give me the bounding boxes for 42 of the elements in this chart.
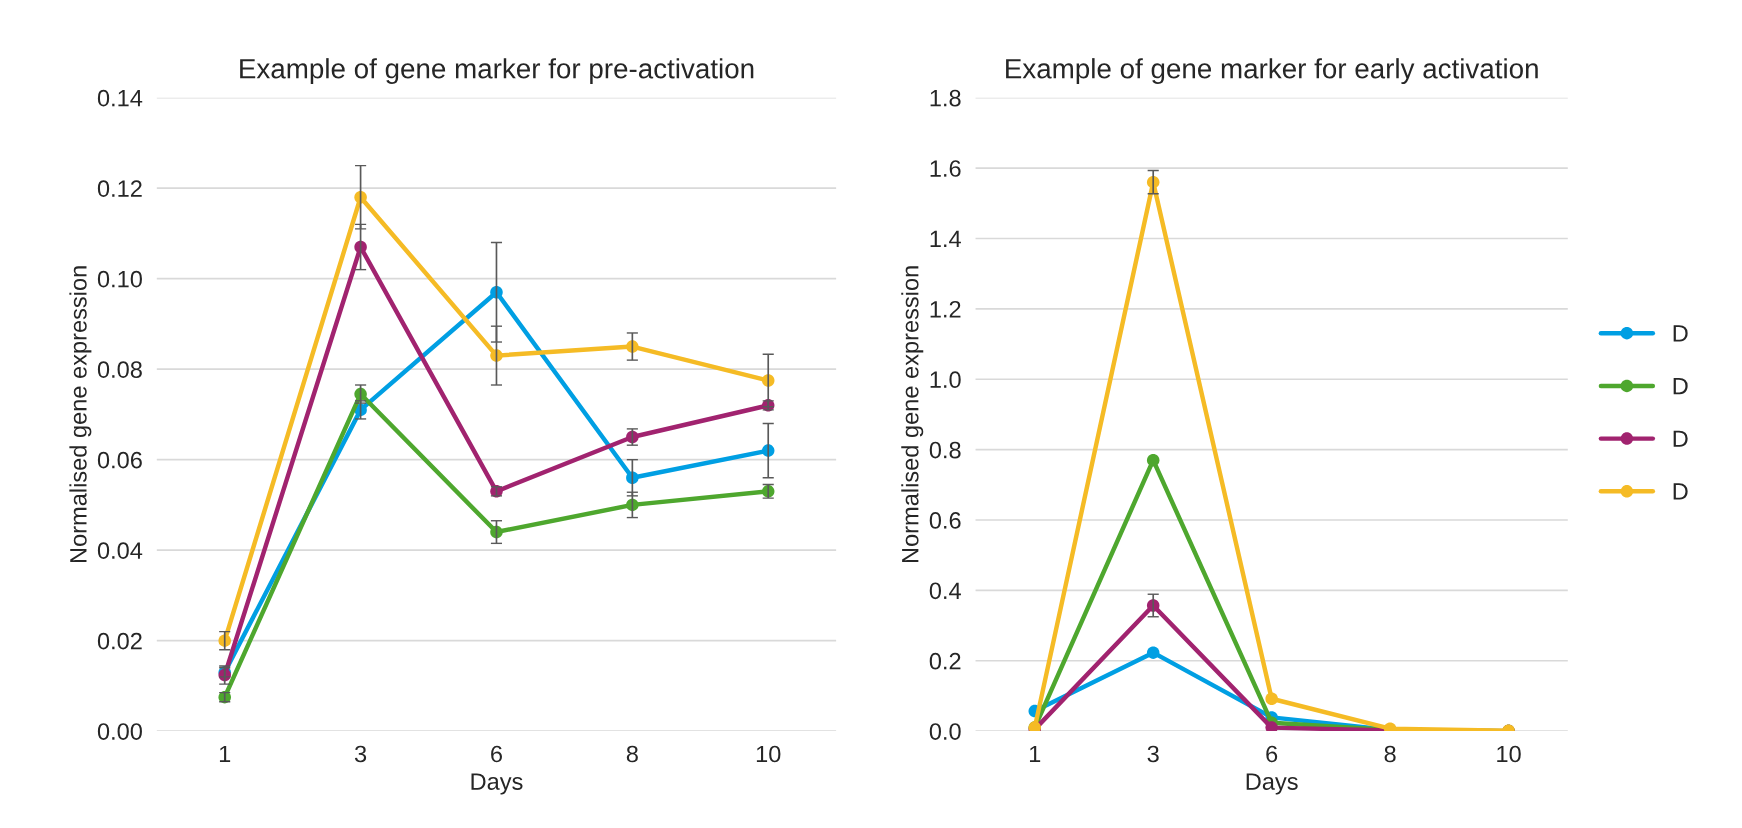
y-tick-label: 0.10 xyxy=(97,270,142,288)
x-tick-label: 6 xyxy=(1266,745,1278,763)
legend-label: D xyxy=(1673,483,1688,500)
y-tick-label: 1.8 xyxy=(930,89,961,107)
y-tick-label: 0.06 xyxy=(97,451,142,469)
y-tick-label: 0.12 xyxy=(97,180,142,197)
x-axis-title: Days xyxy=(471,773,523,795)
y-tick-label: 1.6 xyxy=(930,160,961,177)
y-tick-label: 0.0 xyxy=(929,723,961,740)
x-tick-label: 3 xyxy=(354,745,367,763)
legend-label: D xyxy=(1673,377,1688,395)
point xyxy=(1265,721,1278,732)
y-tick-label: 0.2 xyxy=(929,652,961,670)
legend-label: D xyxy=(1673,430,1688,447)
y-tick-label: 0.00 xyxy=(97,723,142,740)
y-tick-label: 0.04 xyxy=(97,542,143,559)
y-tick-label: 1.0 xyxy=(930,371,961,389)
y-tick-label: 0.02 xyxy=(97,632,142,650)
y-tick-label: 0.14 xyxy=(97,89,143,107)
x-tick-label: 10 xyxy=(756,745,781,763)
x-tick-label: 8 xyxy=(626,745,638,763)
x-tick-label: 6 xyxy=(491,745,502,763)
legend-label: D xyxy=(1673,325,1688,342)
chart-title: Example of gene marker for pre-activation xyxy=(240,58,754,85)
chart-title: Example of gene marker for early activation xyxy=(1006,58,1538,85)
y-tick-label: 0.6 xyxy=(929,512,961,529)
x-tick-label: 1 xyxy=(219,745,231,763)
y-tick-label: 1.2 xyxy=(930,300,961,318)
y-axis-title: Normalised gene expression xyxy=(901,266,924,563)
x-tick-label: 1 xyxy=(1029,745,1041,763)
y-tick-label: 0.4 xyxy=(929,582,961,600)
y-tick-label: 0.8 xyxy=(929,441,961,459)
point xyxy=(1265,692,1278,705)
point xyxy=(1146,453,1160,467)
x-tick-label: 8 xyxy=(1384,745,1396,763)
y-tick-label: 1.4 xyxy=(930,230,961,248)
x-tick-label: 10 xyxy=(1497,745,1521,763)
point xyxy=(1146,646,1160,659)
y-tick-label: 0.08 xyxy=(97,361,142,378)
y-axis-title: Normalised gene expression xyxy=(69,266,92,563)
x-axis-title: Days xyxy=(1246,773,1298,795)
x-tick-label: 3 xyxy=(1147,745,1159,763)
